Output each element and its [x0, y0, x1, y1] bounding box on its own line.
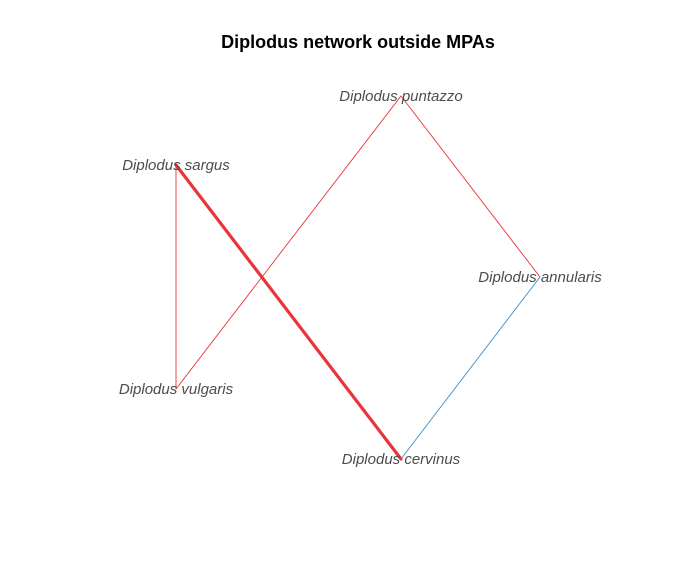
edge-layer: [174, 95, 541, 461]
edge-puntazzo-annularis: [400, 95, 541, 278]
node-label-vulgaris: Diplodus vulgaris: [119, 381, 234, 398]
node-label-sargus: Diplodus sargus: [122, 157, 230, 174]
node-label-annularis: Diplodus annularis: [478, 269, 602, 286]
node-layer: Diplodus puntazzo Diplodus sargus Diplodus…: [119, 88, 602, 468]
diagram-title: Diplodus network outside MPAs: [221, 32, 495, 52]
edge-sargus-cervinus: [174, 163, 403, 461]
edge-vulgaris-puntazzo: [175, 95, 402, 390]
node-label-cervinus: Diplodus cervinus: [342, 451, 461, 468]
edge-annularis-cervinus: [400, 276, 541, 460]
node-label-puntazzo: Diplodus puntazzo: [339, 88, 462, 105]
